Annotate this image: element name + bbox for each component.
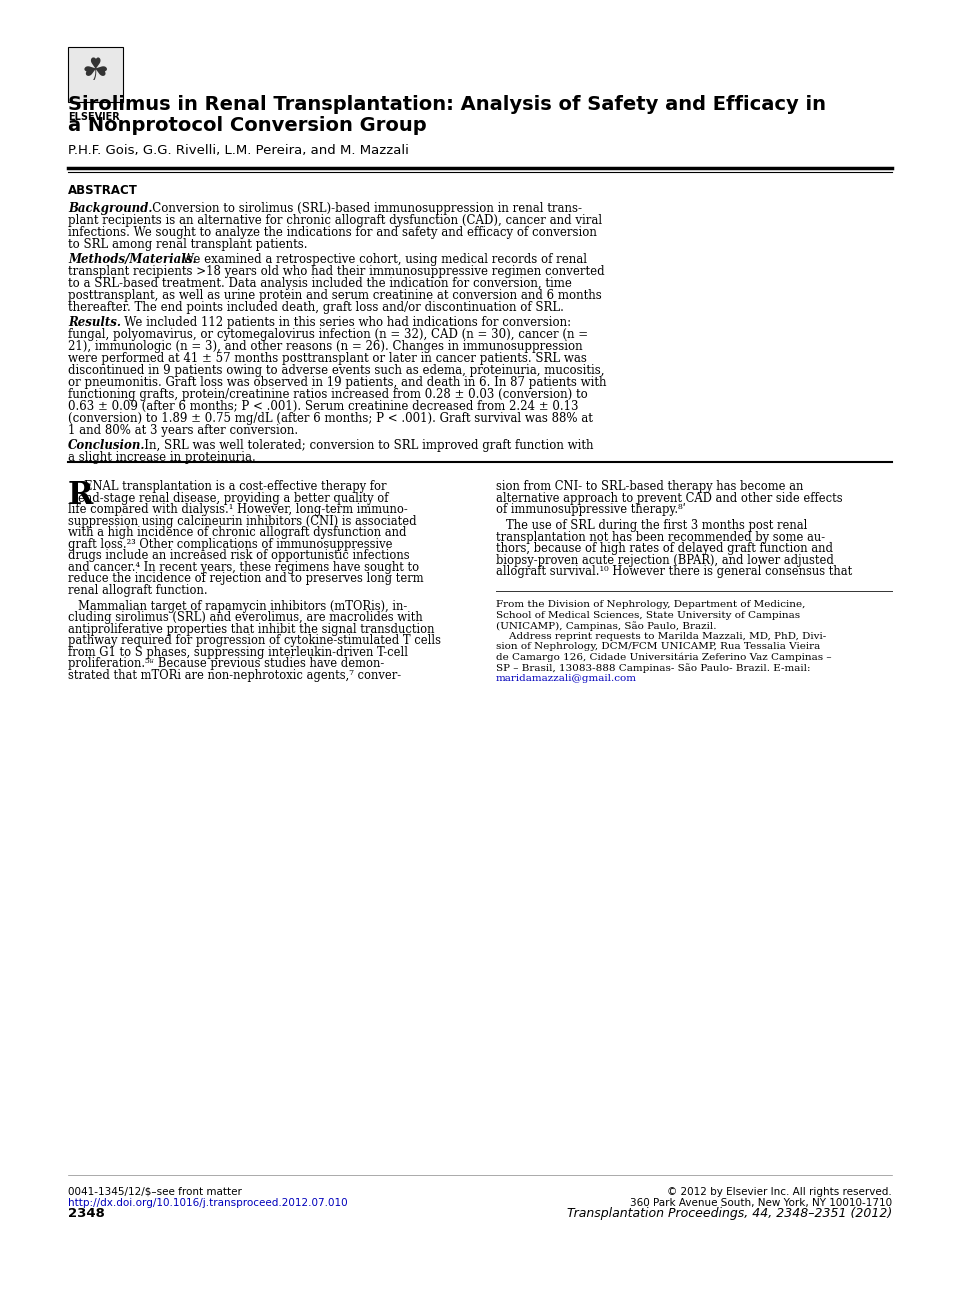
Text: ☘: ☘ [82, 57, 109, 86]
Text: © 2012 by Elsevier Inc. All rights reserved.: © 2012 by Elsevier Inc. All rights reser… [667, 1187, 892, 1197]
Text: graft loss.²³ Other complications of immunosuppressive: graft loss.²³ Other complications of imm… [68, 538, 393, 551]
Text: 21), immunologic (n = 3), and other reasons (n = 26). Changes in immunosuppressi: 21), immunologic (n = 3), and other reas… [68, 341, 583, 353]
Text: ENAL transplantation is a cost-effective therapy for: ENAL transplantation is a cost-effective… [84, 480, 387, 493]
Text: Conversion to sirolimus (SRL)-based immunosuppression in renal trans-: Conversion to sirolimus (SRL)-based immu… [141, 203, 582, 215]
Text: sion from CNI- to SRL-based therapy has become an: sion from CNI- to SRL-based therapy has … [496, 480, 804, 493]
Text: posttransplant, as well as urine protein and serum creatinine at conversion and : posttransplant, as well as urine protein… [68, 289, 602, 302]
Text: http://dx.doi.org/10.1016/j.transproceed.2012.07.010: http://dx.doi.org/10.1016/j.transproceed… [68, 1198, 348, 1207]
Text: Background.: Background. [68, 203, 153, 215]
Text: thors, because of high rates of delayed graft function and: thors, because of high rates of delayed … [496, 542, 833, 555]
Text: reduce the incidence of rejection and to preserves long term: reduce the incidence of rejection and to… [68, 573, 423, 586]
Text: School of Medical Sciences, State University of Campinas: School of Medical Sciences, State Univer… [496, 610, 800, 619]
Text: P.H.F. Gois, G.G. Rivelli, L.M. Pereira, and M. Mazzali: P.H.F. Gois, G.G. Rivelli, L.M. Pereira,… [68, 144, 409, 157]
Text: From the Division of Nephrology, Department of Medicine,: From the Division of Nephrology, Departm… [496, 600, 805, 609]
Text: We examined a retrospective cohort, using medical records of renal: We examined a retrospective cohort, usin… [171, 253, 587, 266]
Text: with a high incidence of chronic allograft dysfunction and: with a high incidence of chronic allogra… [68, 526, 406, 539]
Text: functioning grafts, protein/creatinine ratios increased from 0.28 ± 0.03 (conver: functioning grafts, protein/creatinine r… [68, 388, 588, 401]
Text: of immunosuppressive therapy.⁸ʹ: of immunosuppressive therapy.⁸ʹ [496, 503, 685, 516]
Text: (conversion) to 1.89 ± 0.75 mg/dL (after 6 months; P < .001). Graft survival was: (conversion) to 1.89 ± 0.75 mg/dL (after… [68, 412, 593, 424]
Text: and cancer.⁴ In recent years, these regimens have sought to: and cancer.⁴ In recent years, these regi… [68, 561, 420, 574]
Text: suppression using calcineurin inhibitors (CNI) is associated: suppression using calcineurin inhibitors… [68, 515, 417, 528]
Text: transplantation not has been recommended by some au-: transplantation not has been recommended… [496, 530, 826, 544]
Text: fungal, polyomavirus, or cytomegalovirus infection (n = 32), CAD (n = 30), cance: fungal, polyomavirus, or cytomegalovirus… [68, 328, 588, 341]
Text: Results.: Results. [68, 316, 121, 329]
Text: allograft survival.¹⁰ However there is general consensus that: allograft survival.¹⁰ However there is g… [496, 565, 852, 578]
Text: 0.63 ± 0.09 (after 6 months; P < .001). Serum creatinine decreased from 2.24 ± 0: 0.63 ± 0.09 (after 6 months; P < .001). … [68, 400, 579, 413]
Text: to SRL among renal transplant patients.: to SRL among renal transplant patients. [68, 237, 307, 252]
Text: thereafter. The end points included death, graft loss and/or discontinuation of : thereafter. The end points included deat… [68, 301, 564, 313]
Text: de Camargo 126, Cidade Universitária Zeferino Vaz Campinas –: de Camargo 126, Cidade Universitária Zef… [496, 653, 831, 662]
Text: were performed at 41 ± 57 months posttransplant or later in cancer patients. SRL: were performed at 41 ± 57 months posttra… [68, 352, 587, 365]
Text: or pneumonitis. Graft loss was observed in 19 patients, and death in 6. In 87 pa: or pneumonitis. Graft loss was observed … [68, 375, 607, 390]
Text: end-stage renal disease, providing a better quality of: end-stage renal disease, providing a bet… [78, 491, 389, 504]
Text: antiproliferative properties that inhibit the signal transduction: antiproliferative properties that inhibi… [68, 623, 435, 636]
Text: Methods/Materials.: Methods/Materials. [68, 253, 197, 266]
Text: a slight increase in proteinuria.: a slight increase in proteinuria. [68, 451, 255, 464]
Text: transplant recipients >18 years old who had their immunosuppressive regimen conv: transplant recipients >18 years old who … [68, 264, 605, 279]
Text: We included 112 patients in this series who had indications for conversion:: We included 112 patients in this series … [113, 316, 571, 329]
Text: R: R [68, 480, 93, 511]
Text: discontinued in 9 patients owing to adverse events such as edema, proteinuria, m: discontinued in 9 patients owing to adve… [68, 364, 605, 377]
Text: 360 Park Avenue South, New York, NY 10010-1710: 360 Park Avenue South, New York, NY 1001… [630, 1198, 892, 1207]
Text: (UNICAMP), Campinas, São Paulo, Brazil.: (UNICAMP), Campinas, São Paulo, Brazil. [496, 620, 716, 631]
Text: plant recipients is an alternative for chronic allograft dysfunction (CAD), canc: plant recipients is an alternative for c… [68, 214, 602, 227]
Text: renal allograft function.: renal allograft function. [68, 583, 207, 597]
Text: Transplantation Proceedings, 44, 2348–2351 (2012): Transplantation Proceedings, 44, 2348–23… [566, 1207, 892, 1220]
Bar [68, 46, 123, 102]
Text: life compared with dialysis.¹ However, long-term immuno-: life compared with dialysis.¹ However, l… [68, 503, 408, 516]
Text: maridamazzali@gmail.com: maridamazzali@gmail.com [496, 673, 637, 682]
Text: cluding sirolimus (SRL) and everolimus, are macrolides with: cluding sirolimus (SRL) and everolimus, … [68, 611, 422, 624]
Text: ABSTRACT: ABSTRACT [68, 184, 138, 197]
Text: The use of SRL during the first 3 months post renal: The use of SRL during the first 3 months… [506, 520, 807, 533]
Text: drugs include an increased risk of opportunistic infections: drugs include an increased risk of oppor… [68, 550, 410, 562]
Text: ELSEVIER: ELSEVIER [68, 112, 120, 123]
Text: In, SRL was well tolerated; conversion to SRL improved graft function with: In, SRL was well tolerated; conversion t… [133, 439, 593, 451]
Text: sion of Nephrology, DCM/FCM UNICAMP, Rua Tessalia Vieira: sion of Nephrology, DCM/FCM UNICAMP, Rua… [496, 642, 820, 651]
Text: biopsy-proven acute rejection (BPAR), and lower adjusted: biopsy-proven acute rejection (BPAR), an… [496, 553, 834, 566]
Text: pathway required for progression of cytokine-stimulated T cells: pathway required for progression of cyto… [68, 635, 441, 648]
Text: a Nonprotocol Conversion Group: a Nonprotocol Conversion Group [68, 116, 426, 135]
Text: proliferation.⁵ʶ Because previous studies have demon-: proliferation.⁵ʶ Because previous studie… [68, 658, 384, 671]
Text: 1 and 80% at 3 years after conversion.: 1 and 80% at 3 years after conversion. [68, 424, 299, 437]
Text: alternative approach to prevent CAD and other side effects: alternative approach to prevent CAD and … [496, 491, 843, 504]
Text: infections. We sought to analyze the indications for and safety and efficacy of : infections. We sought to analyze the ind… [68, 226, 597, 239]
Text: strated that mTORi are non-nephrotoxic agents,⁷ conver-: strated that mTORi are non-nephrotoxic a… [68, 668, 401, 682]
Text: 2348: 2348 [68, 1207, 105, 1220]
Text: Conclusion.: Conclusion. [68, 439, 146, 451]
Text: to a SRL-based treatment. Data analysis included the indication for conversion, : to a SRL-based treatment. Data analysis … [68, 277, 572, 290]
Text: SP – Brasil, 13083-888 Campinas- São Paulo- Brazil. E-mail:: SP – Brasil, 13083-888 Campinas- São Pau… [496, 663, 810, 673]
Text: Sirolimus in Renal Transplantation: Analysis of Safety and Efficacy in: Sirolimus in Renal Transplantation: Anal… [68, 95, 826, 114]
Text: Mammalian target of rapamycin inhibitors (mTORis), in-: Mammalian target of rapamycin inhibitors… [78, 600, 407, 613]
Text: from G1 to S phases, suppressing interleukin-driven T-cell: from G1 to S phases, suppressing interle… [68, 646, 408, 659]
Text: Address reprint requests to Marilda Mazzali, MD, PhD, Divi-: Address reprint requests to Marilda Mazz… [496, 632, 827, 641]
Text: 0041-1345/12/$–see front matter: 0041-1345/12/$–see front matter [68, 1187, 242, 1197]
